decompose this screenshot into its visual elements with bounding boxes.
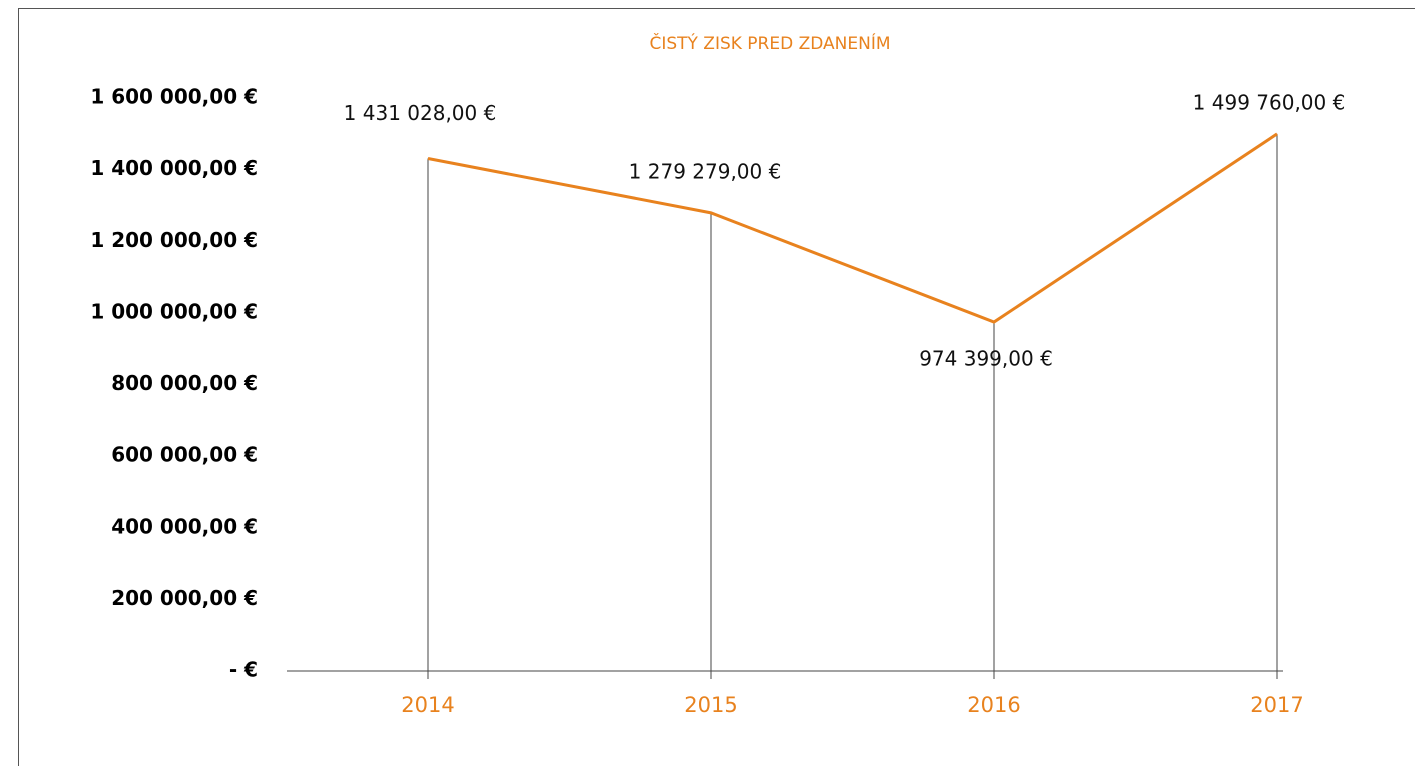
line-series	[427, 132, 1278, 324]
y-tick-label: 1 400 000,00 €	[90, 156, 258, 180]
y-tick-label: 200 000,00 €	[111, 586, 258, 610]
data-label: 1 499 760,00 €	[1193, 90, 1346, 114]
y-tick-label: 600 000,00 €	[111, 443, 258, 467]
y-tick-label: - €	[229, 658, 258, 682]
y-tick-label: 800 000,00 €	[111, 371, 258, 395]
x-tick-label: 2017	[1250, 693, 1303, 717]
data-label: 1 431 028,00 €	[344, 101, 497, 125]
data-label: 974 399,00 €	[919, 347, 1053, 371]
chart-title: ČISTÝ ZISK PRED ZDANENÍM	[649, 32, 890, 54]
y-tick-label: 400 000,00 €	[111, 514, 258, 538]
x-tick-label: 2016	[967, 693, 1020, 717]
data-label: 1 279 279,00 €	[629, 159, 782, 183]
y-tick-label: 1 200 000,00 €	[90, 228, 258, 252]
x-tick-label: 2015	[684, 693, 737, 717]
x-tick-label: 2014	[401, 693, 454, 717]
y-tick-label: 1 000 000,00 €	[90, 299, 258, 323]
y-tick-label: 1 600 000,00 €	[90, 85, 258, 109]
chart-border	[18, 8, 1415, 766]
